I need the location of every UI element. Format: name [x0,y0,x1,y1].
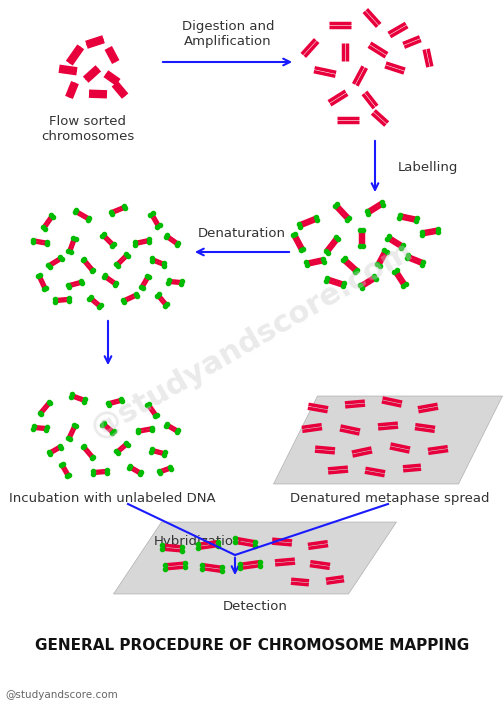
Polygon shape [274,396,502,484]
Polygon shape [114,522,396,594]
Text: GENERAL PROCEDURE OF CHROMOSOME MAPPING: GENERAL PROCEDURE OF CHROMOSOME MAPPING [35,638,469,653]
Text: Incubation with unlabeled DNA: Incubation with unlabeled DNA [9,492,215,505]
Text: Hybridization: Hybridization [154,535,242,548]
Text: @studyandscore.com: @studyandscore.com [87,236,417,444]
Text: Labelling: Labelling [398,162,458,174]
Text: Detection: Detection [222,600,287,613]
Text: Flow sorted
chromosomes: Flow sorted chromosomes [41,115,135,143]
Text: Digestion and
Amplification: Digestion and Amplification [182,20,274,48]
Text: Denatured metaphase spread: Denatured metaphase spread [290,492,490,505]
Text: @studyandscore.com: @studyandscore.com [5,690,118,700]
Text: Denaturation: Denaturation [198,227,286,240]
